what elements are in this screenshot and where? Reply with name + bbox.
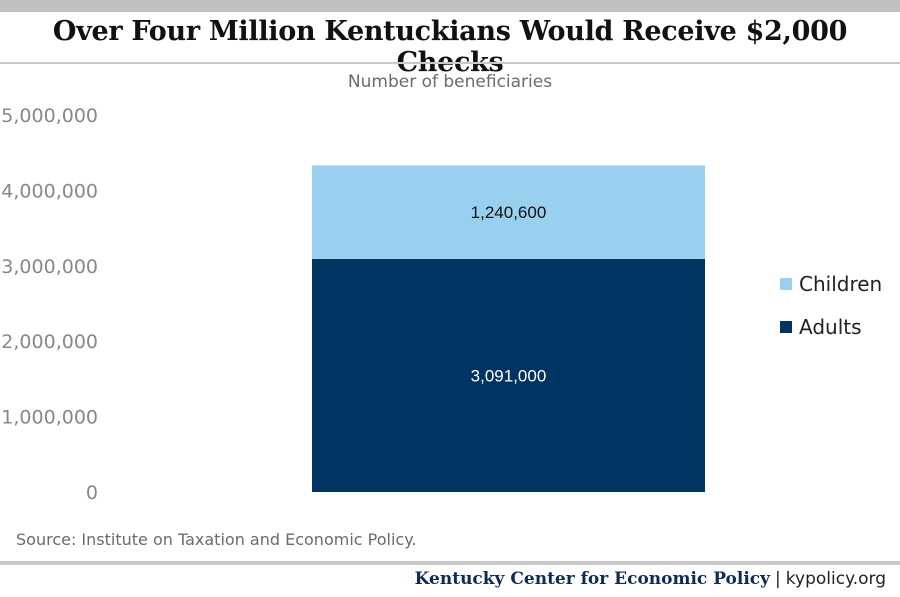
legend-label-adults: Adults: [799, 314, 862, 339]
legend-swatch-children: [780, 277, 792, 290]
top-rule: [0, 0, 900, 12]
legend: Children Adults: [780, 262, 882, 348]
source-note: Source: Institute on Taxation and Econom…: [16, 530, 417, 549]
legend-swatch-adults: [780, 320, 792, 333]
bar-segment-children: [312, 165, 705, 259]
y-tick-label: 2,000,000: [1, 331, 98, 353]
data-label-adults: 3,091,000: [471, 366, 547, 385]
legend-label-children: Children: [799, 271, 883, 296]
chart-title: Number of beneficiaries: [347, 72, 553, 92]
legend-item-children: Children: [780, 262, 882, 305]
y-tick-label: 3,000,000: [1, 256, 98, 278]
y-tick-label: 1,000,000: [1, 407, 98, 429]
y-tick-label: 0: [86, 482, 98, 504]
bar-segment-adults: [312, 258, 705, 492]
y-tick-label: 4,000,000: [1, 180, 98, 202]
y-tick-label: 5,000,000: [1, 105, 98, 127]
footer-url-link[interactable]: kypolicy.org: [785, 569, 886, 589]
title-divider: [0, 62, 900, 64]
bottom-rule: [0, 561, 900, 565]
footer-credit: Kentucky Center for Economic Policy | ky…: [415, 568, 886, 589]
footer-org: Kentucky Center for Economic Policy: [414, 569, 771, 589]
legend-item-adults: Adults: [780, 305, 882, 348]
footer-separator: |: [775, 569, 781, 589]
data-label-children: 1,240,600: [471, 203, 547, 222]
